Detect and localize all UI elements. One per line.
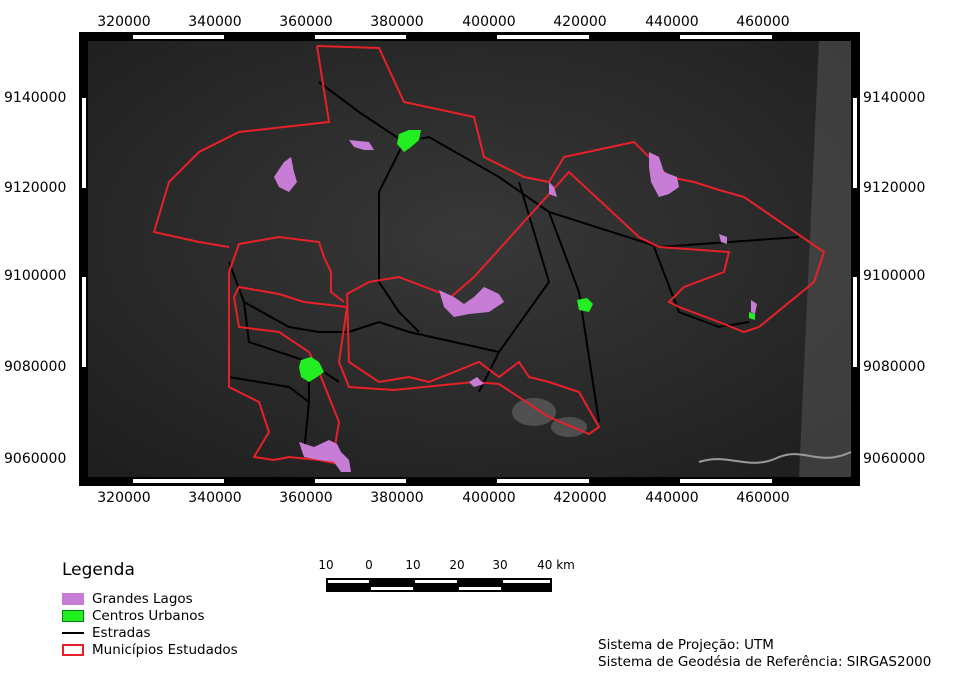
river <box>698 451 852 464</box>
x-tick-bottom: 340000 <box>188 490 242 506</box>
x-tick-top: 340000 <box>188 14 242 30</box>
x-tick-bottom: 360000 <box>279 490 333 506</box>
roads <box>228 81 800 453</box>
light-strip <box>799 41 851 477</box>
scale-bar: 10 0 10 20 30 40 km <box>318 558 586 598</box>
x-tick-top: 420000 <box>553 14 607 30</box>
legend-title: Legenda <box>62 560 135 580</box>
y-tick-right: 9120000 <box>863 180 926 196</box>
x-tick-top: 440000 <box>645 14 699 30</box>
legend-label: Estradas <box>92 624 151 641</box>
legend-item-roads: Estradas <box>62 624 238 641</box>
y-tick-right: 9140000 <box>863 90 926 106</box>
x-tick-top: 400000 <box>462 14 516 30</box>
x-tick-bottom: 440000 <box>645 490 699 506</box>
scale-label: 10 <box>405 558 421 572</box>
geodetic-reference: Sistema de Geodésia de Referência: SIRGA… <box>598 654 932 670</box>
y-tick-left: 9100000 <box>4 268 67 284</box>
lakes-swatch <box>62 592 84 605</box>
legend: Legenda Grandes Lagos Centros Urbanos Es… <box>62 560 238 658</box>
roads-swatch <box>62 631 84 634</box>
x-tick-bottom: 400000 <box>462 490 516 506</box>
y-tick-left: 9140000 <box>4 90 67 106</box>
y-tick-right: 9060000 <box>863 451 926 467</box>
municipality-boundaries <box>152 45 826 466</box>
x-tick-bottom: 320000 <box>97 490 151 506</box>
x-tick-top: 320000 <box>97 14 151 30</box>
scale-label: 20 <box>449 558 465 572</box>
graticule-top <box>133 35 772 39</box>
y-tick-left: 9080000 <box>4 359 67 375</box>
projection-info: Sistema de Projeção: UTM Sistema de Geod… <box>598 637 931 671</box>
legend-item-municipalities: Municípios Estudados <box>62 641 238 658</box>
scale-label: 40 km <box>537 558 575 572</box>
x-tick-bottom: 420000 <box>553 490 607 506</box>
legend-label: Grandes Lagos <box>92 590 193 607</box>
legend-item-urban: Centros Urbanos <box>62 607 238 624</box>
urban-swatch <box>62 609 84 622</box>
projection-system: Sistema de Projeção: UTM <box>598 637 774 653</box>
municipalities-swatch <box>62 643 84 656</box>
legend-label: Municípios Estudados <box>92 641 238 658</box>
y-tick-left: 9060000 <box>4 451 67 467</box>
lakes <box>274 140 757 472</box>
x-tick-top: 360000 <box>279 14 333 30</box>
graticule-bottom <box>133 479 772 483</box>
scale-bar-graphic <box>326 578 552 592</box>
graticule-right <box>853 98 857 367</box>
satellite-background <box>88 41 851 477</box>
scale-label: 30 <box>492 558 508 572</box>
scale-label: 0 <box>365 558 373 572</box>
x-tick-bottom: 380000 <box>370 490 424 506</box>
y-tick-right: 9100000 <box>863 268 926 284</box>
urban-centers <box>299 130 755 382</box>
y-tick-right: 9080000 <box>863 359 926 375</box>
x-tick-top: 460000 <box>736 14 790 30</box>
legend-item-lakes: Grandes Lagos <box>62 590 238 607</box>
legend-label: Centros Urbanos <box>92 607 205 624</box>
y-tick-left: 9120000 <box>4 180 67 196</box>
graticule-left <box>82 98 86 367</box>
x-tick-bottom: 460000 <box>736 490 790 506</box>
scale-label: 10 <box>318 558 334 572</box>
x-tick-top: 380000 <box>370 14 424 30</box>
map-canvas <box>79 32 860 486</box>
